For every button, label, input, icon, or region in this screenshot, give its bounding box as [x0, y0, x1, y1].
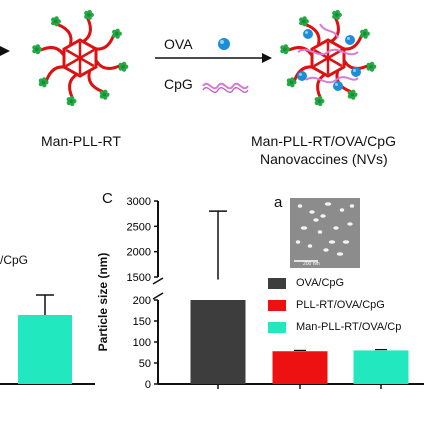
- y-tick-label: 50: [139, 358, 151, 370]
- legend-swatch-ova-cpg: [268, 278, 286, 289]
- nanovaccine-structure: [280, 9, 377, 107]
- micrograph-background: [290, 198, 360, 268]
- synthesis-scheme: [0, 9, 377, 107]
- nanovaccine-caption-line1: Man-PLL-RT/OVA/CpG: [251, 133, 396, 149]
- legend-label-pll-rt: PLL-RT/OVA/CpG: [296, 299, 385, 311]
- bar-1: [272, 351, 328, 384]
- bar-0-lower: [190, 300, 246, 384]
- left-arrow-fragment: [0, 46, 10, 56]
- panel-c-letter: C: [102, 190, 113, 207]
- axis-break-mark: [152, 277, 164, 285]
- legend-label-ova-cpg: OVA/CpG: [296, 277, 345, 289]
- nanovaccine-caption-line2: Nanovaccines (NVs): [260, 151, 388, 167]
- reagent-cpg-label: CpG: [164, 76, 193, 92]
- legend-swatch-pll-rt: [268, 300, 286, 311]
- y-axis-title: Particle size (nm): [96, 252, 110, 352]
- y-tick-label: 200: [133, 295, 151, 307]
- man-pll-rt-structure: [32, 9, 129, 107]
- y-tick-label: 2500: [127, 221, 151, 233]
- man-pll-rt-caption: Man-PLL-RT: [41, 133, 121, 149]
- y-tick-label: 3000: [127, 196, 151, 208]
- reagent-ova-label: OVA: [164, 36, 193, 52]
- micrograph-particles: [295, 202, 355, 256]
- y-tick-label: 1500: [127, 272, 151, 284]
- y-tick-label: 0: [145, 379, 151, 391]
- legend-swatch-man-pll-rt: [268, 322, 286, 333]
- panel-b-bar: [18, 315, 72, 384]
- axis-break-mark: [152, 292, 164, 300]
- y-tick-label: 100: [133, 337, 151, 349]
- panel-b-fragment: [0, 294, 95, 385]
- reaction-arrowhead: [262, 53, 272, 63]
- ova-sphere-highlight: [220, 40, 224, 44]
- legend-label-man-pll-rt: Man-PLL-RT/OVA/Cp: [296, 321, 402, 333]
- scalebar-label: 200 nm: [303, 261, 320, 267]
- panel-b-fragment-label: /CpG: [0, 253, 29, 267]
- bar-2: [353, 350, 409, 384]
- tem-micrograph-inset: 200 nm: [290, 198, 360, 268]
- y-tick-label: 150: [133, 316, 151, 328]
- inset-letter: a: [274, 194, 283, 211]
- y-tick-label: 2000: [127, 247, 151, 259]
- cpg-strand-icon: [202, 82, 249, 93]
